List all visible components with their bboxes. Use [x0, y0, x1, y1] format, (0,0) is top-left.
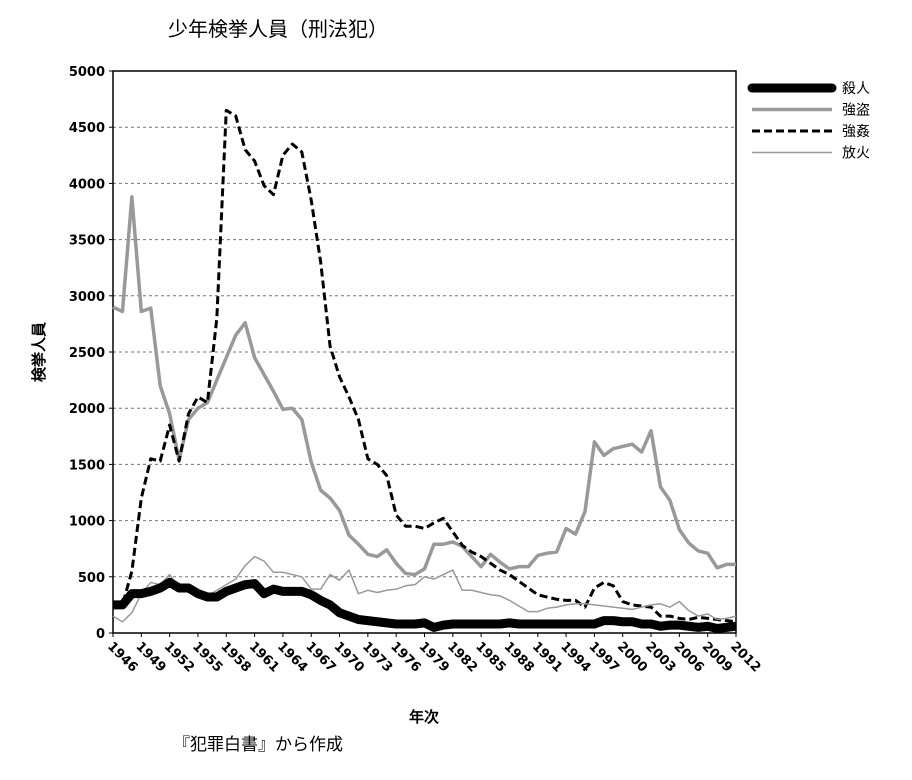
x-tick-label: 1946: [104, 639, 140, 675]
y-tick-label: 1500: [69, 458, 105, 473]
legend-label: 強姦: [842, 124, 870, 140]
source-note: 『犯罪白書』から作成: [173, 735, 343, 755]
y-axis-label: 検挙人員: [30, 322, 48, 382]
y-tick-label: 4500: [69, 121, 105, 136]
x-tick-label: 1979: [416, 639, 452, 675]
x-tick-label: 1961: [246, 639, 282, 675]
x-axis-label: 年次: [409, 708, 439, 726]
y-tick-label: 1000: [69, 515, 105, 530]
x-tick-label: 1955: [189, 639, 225, 675]
y-tick-label: 3500: [69, 234, 105, 249]
y-tick-label: 2000: [69, 402, 105, 417]
x-tick-label: 1991: [529, 639, 565, 675]
legend-label: 殺人: [842, 81, 870, 97]
y-tick-label: 5000: [69, 65, 105, 80]
x-tick-label: 1982: [444, 639, 480, 675]
plot-frame: [112, 70, 737, 634]
series-line: [112, 555, 737, 623]
y-tick-label: 0: [96, 627, 105, 642]
y-tick-label: 2500: [69, 346, 105, 361]
x-tick-label: 1985: [472, 639, 508, 675]
x-tick-label: 1973: [359, 639, 395, 675]
x-tick-label: 1970: [331, 639, 367, 675]
y-tick-label: 4000: [69, 177, 105, 192]
chart-title: 少年検挙人員（刑法犯）: [168, 17, 388, 41]
x-tick-label: 1958: [217, 639, 253, 675]
series-line: [113, 577, 737, 634]
x-tick-label: 2006: [671, 639, 707, 675]
y-tick-label: 500: [78, 571, 105, 586]
x-tick-label: 1964: [274, 639, 310, 675]
x-tick-label: 1997: [586, 639, 622, 675]
x-tick-label: 1976: [387, 639, 423, 675]
x-tick-label: 2000: [614, 639, 650, 675]
x-tick-label: 1952: [161, 639, 197, 675]
x-tick-label: 1967: [302, 639, 338, 675]
x-tick-label: 1994: [557, 639, 593, 675]
legend-label: 放火: [842, 146, 870, 162]
x-tick-label: 2003: [642, 639, 678, 675]
series-line: [113, 108, 737, 624]
x-tick-label: 1949: [132, 639, 168, 675]
series-line: [112, 195, 736, 577]
legend-label: 強盗: [842, 103, 870, 119]
x-tick-label: 1988: [501, 639, 537, 675]
x-tick-label: 2009: [699, 639, 735, 675]
x-tick-label: 2012: [727, 639, 763, 675]
y-tick-label: 3000: [69, 290, 105, 305]
